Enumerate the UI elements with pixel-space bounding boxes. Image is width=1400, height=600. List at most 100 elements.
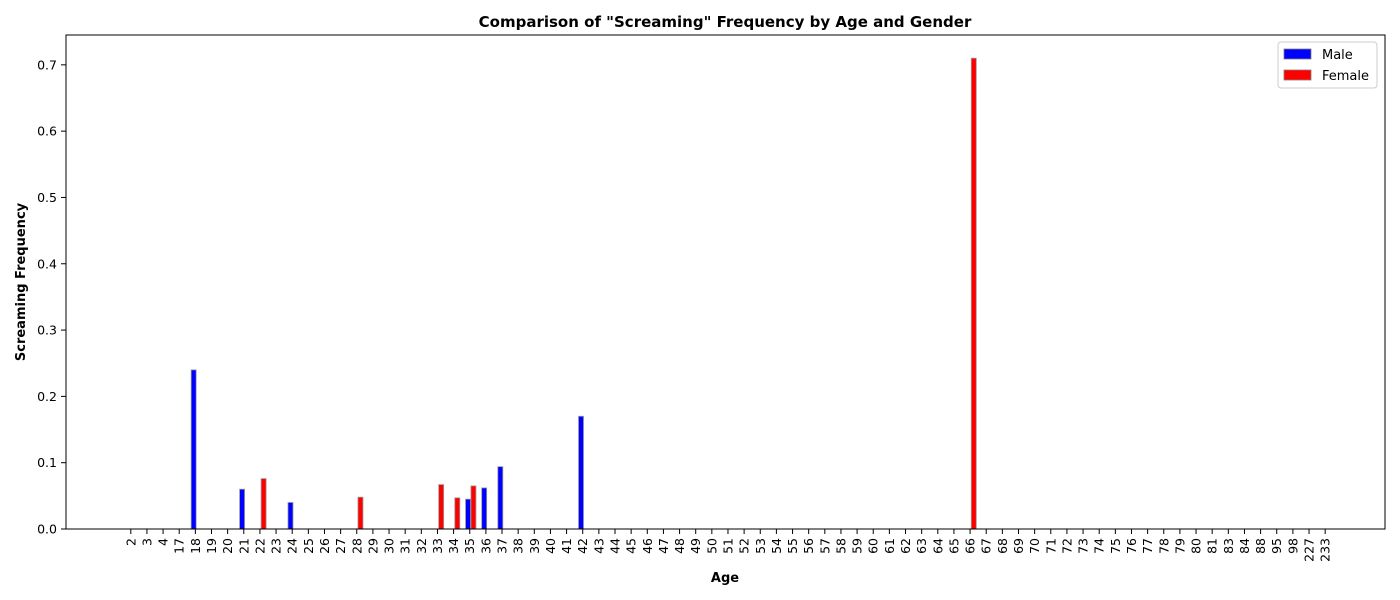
x-tick-label: 51	[720, 538, 735, 554]
y-tick-label: 0.6	[37, 124, 57, 139]
bar-male-35	[465, 498, 471, 530]
x-axis-label: Age	[711, 571, 739, 586]
x-tick-label: 38	[511, 538, 526, 554]
x-tick-label: 22	[252, 538, 267, 554]
bar-female-28	[357, 496, 364, 530]
x-tick-label: 77	[1140, 538, 1155, 554]
x-tick-label: 64	[930, 538, 945, 554]
x-tick-label: 79	[1172, 538, 1187, 554]
x-tick-label: 26	[317, 538, 332, 554]
x-tick-label: 50	[704, 538, 719, 554]
plot-frame	[65, 34, 1386, 530]
x-tick-label: 32	[414, 538, 429, 554]
x-tick-label: 45	[624, 538, 639, 554]
y-tick-label: 0.7	[37, 57, 57, 72]
x-tick-label: 68	[995, 538, 1010, 554]
x-tick-label: 60	[866, 538, 881, 554]
x-tick-label: 95	[1269, 538, 1284, 554]
y-tick-label: 0.0	[37, 522, 57, 537]
x-tick-label: 4	[156, 538, 171, 546]
x-tick-label: 98	[1285, 538, 1300, 554]
x-tick-label: 25	[301, 538, 316, 554]
bar-male-37	[497, 466, 504, 530]
bar-female-22	[260, 478, 267, 530]
bar-female-35	[470, 485, 477, 530]
x-tick-label: 19	[204, 538, 219, 554]
x-tick-label: 80	[1189, 538, 1204, 554]
x-tick-label: 35	[462, 538, 477, 554]
x-tick-label: 30	[382, 538, 397, 554]
x-tick-label: 34	[446, 538, 461, 554]
x-tick-label: 31	[398, 538, 413, 554]
x-tick-label: 40	[543, 538, 558, 554]
x-tick-label: 27	[333, 538, 348, 554]
x-tick-label: 46	[640, 538, 655, 554]
x-tick-label: 58	[833, 538, 848, 554]
legend-swatch-male	[1283, 48, 1312, 60]
x-tick-label: 69	[1011, 538, 1026, 554]
x-tick-label: 59	[850, 538, 865, 554]
bar-female-33	[438, 484, 445, 530]
x-tick-label: 61	[882, 538, 897, 554]
x-tick-label: 73	[1076, 538, 1091, 554]
y-axis-label: Screaming Frequency	[14, 202, 29, 361]
x-tick-label: 57	[817, 538, 832, 554]
x-tick-label: 83	[1221, 538, 1236, 554]
x-tick-label: 66	[963, 538, 978, 554]
x-tick-label: 63	[914, 538, 929, 554]
x-tick-label: 88	[1253, 538, 1268, 554]
y-tick-label: 0.2	[37, 389, 57, 404]
bar-male-18	[190, 369, 197, 530]
x-tick-label: 33	[430, 538, 445, 554]
legend-label-male: Male	[1322, 48, 1353, 63]
x-tick-label: 53	[753, 538, 768, 554]
x-tick-label: 78	[1156, 538, 1171, 554]
x-tick-label: 47	[656, 538, 671, 554]
x-tick-label: 18	[188, 538, 203, 554]
bar-female-66	[970, 57, 977, 530]
legend-label-female: Female	[1322, 69, 1369, 84]
bar-male-21	[239, 488, 245, 530]
x-tick-label: 62	[898, 538, 913, 554]
x-tick-label: 41	[559, 538, 574, 554]
x-tick-label: 76	[1124, 538, 1139, 554]
x-tick-label: 28	[349, 538, 364, 554]
x-tick-label: 48	[672, 538, 687, 554]
x-tick-label: 2	[123, 538, 138, 546]
legend-swatch-female	[1283, 69, 1312, 81]
x-tick-label: 23	[269, 538, 284, 554]
x-tick-label: 20	[220, 538, 235, 554]
x-tick-label: 49	[688, 538, 703, 554]
y-tick-label: 0.1	[37, 455, 57, 470]
x-tick-label: 70	[1027, 538, 1042, 554]
bar-male-42	[578, 415, 584, 530]
legend: Male Female	[1277, 41, 1378, 89]
x-tick-label: 36	[478, 538, 493, 554]
x-tick-label: 39	[527, 538, 542, 554]
x-tick-label: 75	[1108, 538, 1123, 554]
x-tick-label: 72	[1059, 538, 1074, 554]
x-tick-label: 3	[139, 538, 154, 546]
x-tick-label: 29	[365, 538, 380, 554]
x-tick-label: 233	[1318, 538, 1333, 562]
x-tick-label: 37	[495, 538, 510, 554]
x-tick-label: 84	[1237, 538, 1252, 554]
bar-male-36	[481, 487, 488, 530]
x-tick-label: 43	[591, 538, 606, 554]
x-tick-label: 227	[1302, 538, 1317, 562]
x-tick-label: 71	[1043, 538, 1058, 554]
x-tick-label: 65	[946, 538, 961, 554]
x-tick-label: 17	[172, 538, 187, 554]
x-tick-label: 52	[737, 538, 752, 554]
x-tick-label: 24	[285, 538, 300, 554]
y-tick-label: 0.3	[37, 323, 57, 338]
x-tick-label: 67	[979, 538, 994, 554]
x-tick-label: 56	[801, 538, 816, 554]
y-tick-label: 0.4	[37, 256, 57, 271]
bar-male-24	[287, 502, 294, 530]
x-tick-label: 81	[1205, 538, 1220, 554]
y-tick-label: 0.5	[37, 190, 57, 205]
chart-title: Comparison of "Screaming" Frequency by A…	[479, 13, 972, 31]
bar-female-34	[454, 497, 461, 530]
